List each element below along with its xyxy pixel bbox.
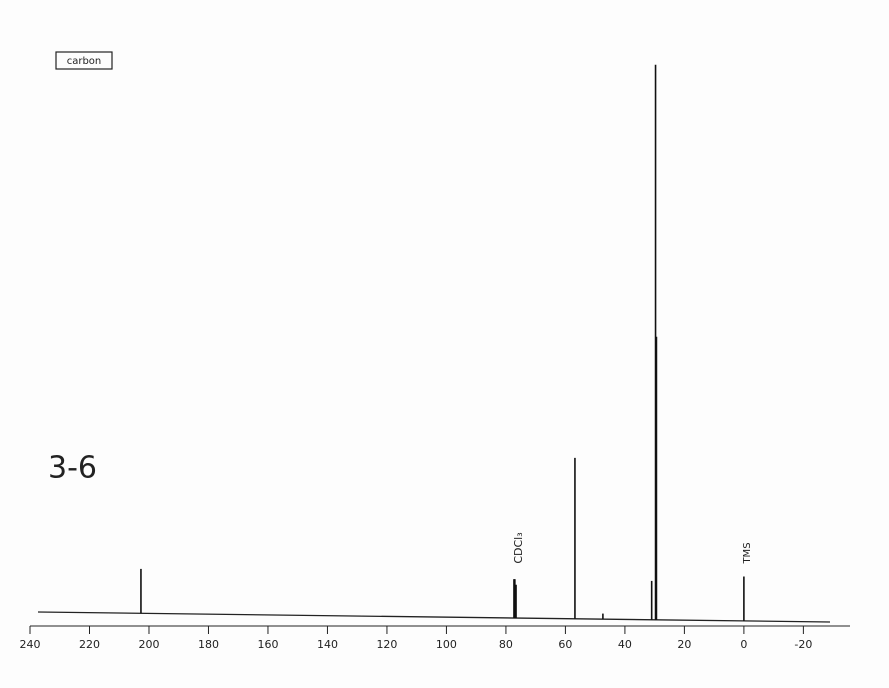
box-label: carbon [67,56,102,67]
x-tick-label: 140 [317,638,338,651]
reference-label: TMS [742,542,753,564]
x-tick-label: 100 [436,638,457,651]
x-tick-label: -20 [794,638,812,651]
solvent-label: CDCl₃ [512,532,525,563]
baseline [37,611,831,623]
x-tick-label: 180 [198,638,219,651]
x-tick-label: 40 [618,638,632,651]
x-tick-label: 200 [138,638,159,651]
x-tick-label: 20 [677,638,691,651]
x-tick-label: 160 [257,638,278,651]
x-tick-label: 240 [20,638,41,651]
x-tick-label: 220 [79,638,100,651]
x-tick-label: 120 [376,638,397,651]
x-tick-label: 80 [499,638,513,651]
compound-label: 3-6 [48,451,97,486]
x-tick-label: 60 [558,638,572,651]
x-tick-label: 0 [740,638,747,651]
label-box [55,51,113,70]
